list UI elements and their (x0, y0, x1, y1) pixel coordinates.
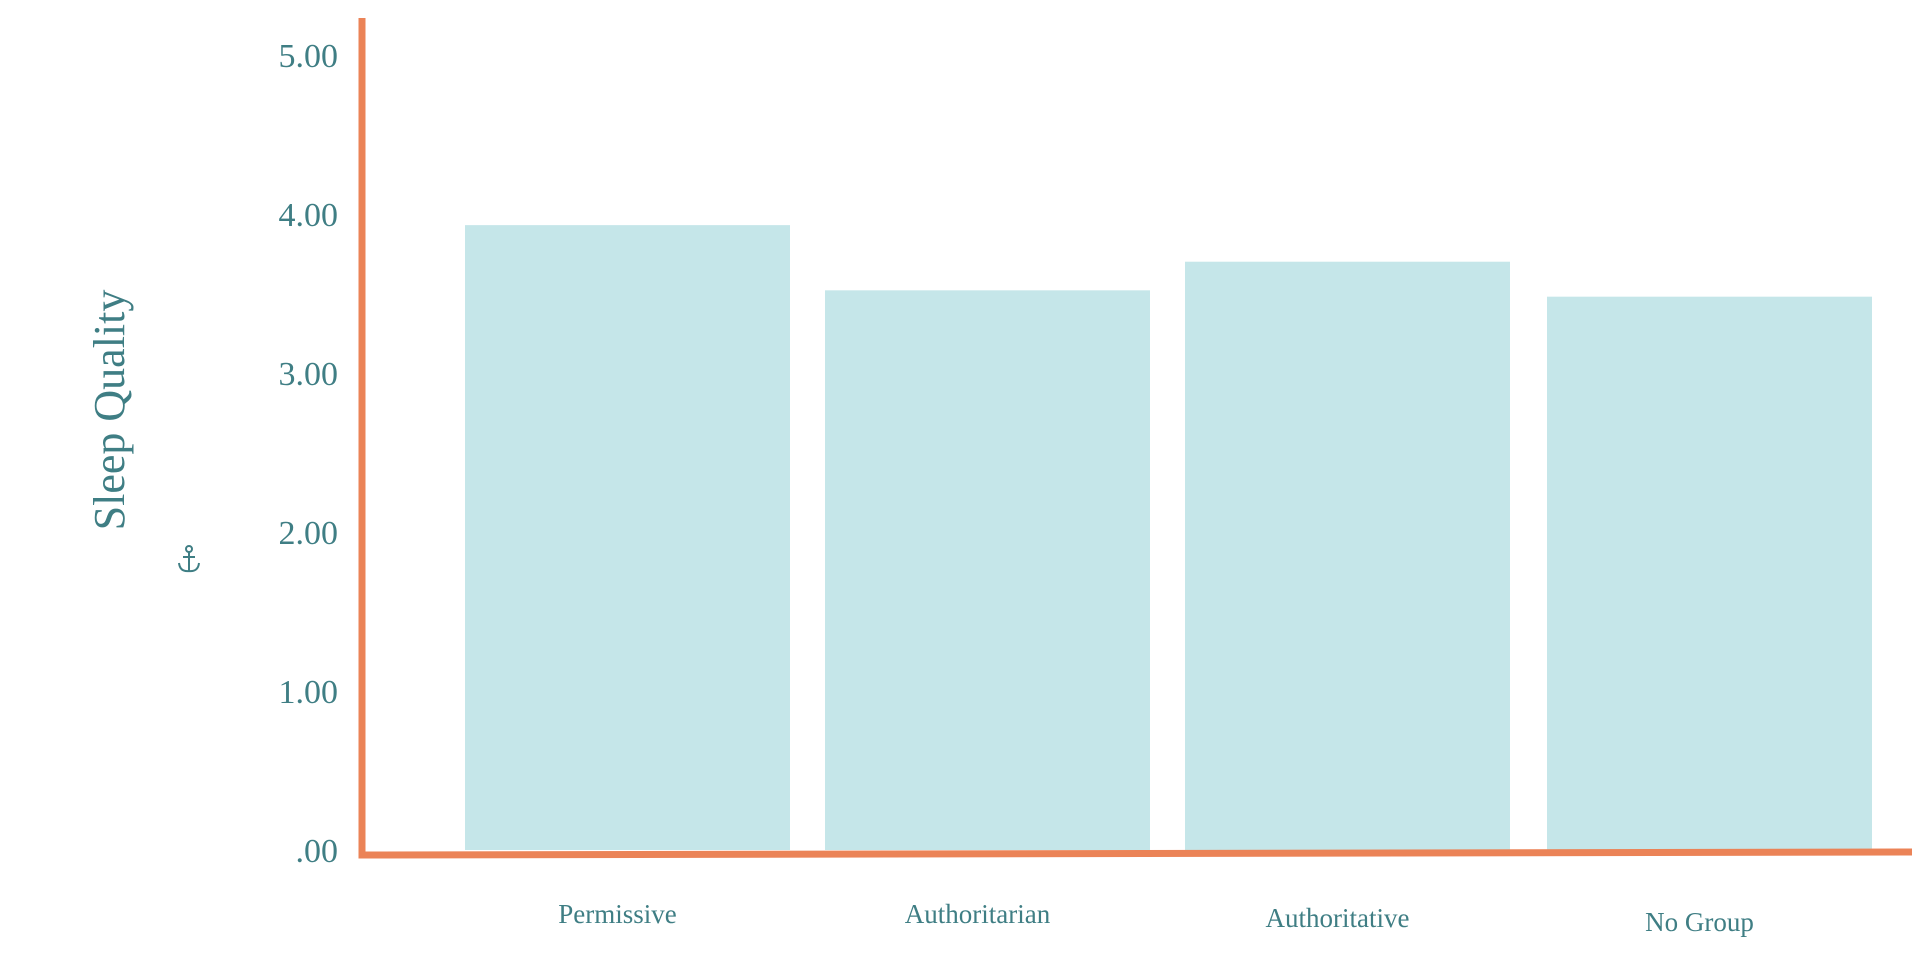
y-tick-label: 1.00 (279, 674, 339, 711)
x-tick-label: Authoritative (1266, 903, 1410, 933)
bars (465, 225, 1872, 850)
y-tick-label: 3.00 (279, 356, 339, 393)
y-tick-label: .00 (296, 833, 339, 870)
y-tick-label: 4.00 (279, 197, 339, 234)
anchor-icon (179, 546, 199, 571)
bar-authoritarian (825, 290, 1150, 850)
y-axis-label: Sleep Quality (85, 290, 199, 571)
x-tick-label: No Group (1645, 907, 1754, 937)
x-axis-labels: Permissive Authoritarian Authoritative No G… (558, 899, 1754, 937)
x-tick-label: Authoritarian (905, 899, 1051, 929)
y-tick-label: 2.00 (279, 515, 339, 552)
x-tick-label: Permissive (558, 899, 677, 929)
y-axis-ticks: .00 1.00 2.00 3.00 4.00 5.00 (279, 38, 339, 870)
bar-authoritative (1185, 262, 1510, 850)
y-tick-label: 5.00 (279, 38, 339, 75)
bar-no-group (1547, 297, 1872, 850)
y-axis-title: Sleep Quality (85, 290, 134, 531)
bar-permissive (465, 225, 790, 850)
